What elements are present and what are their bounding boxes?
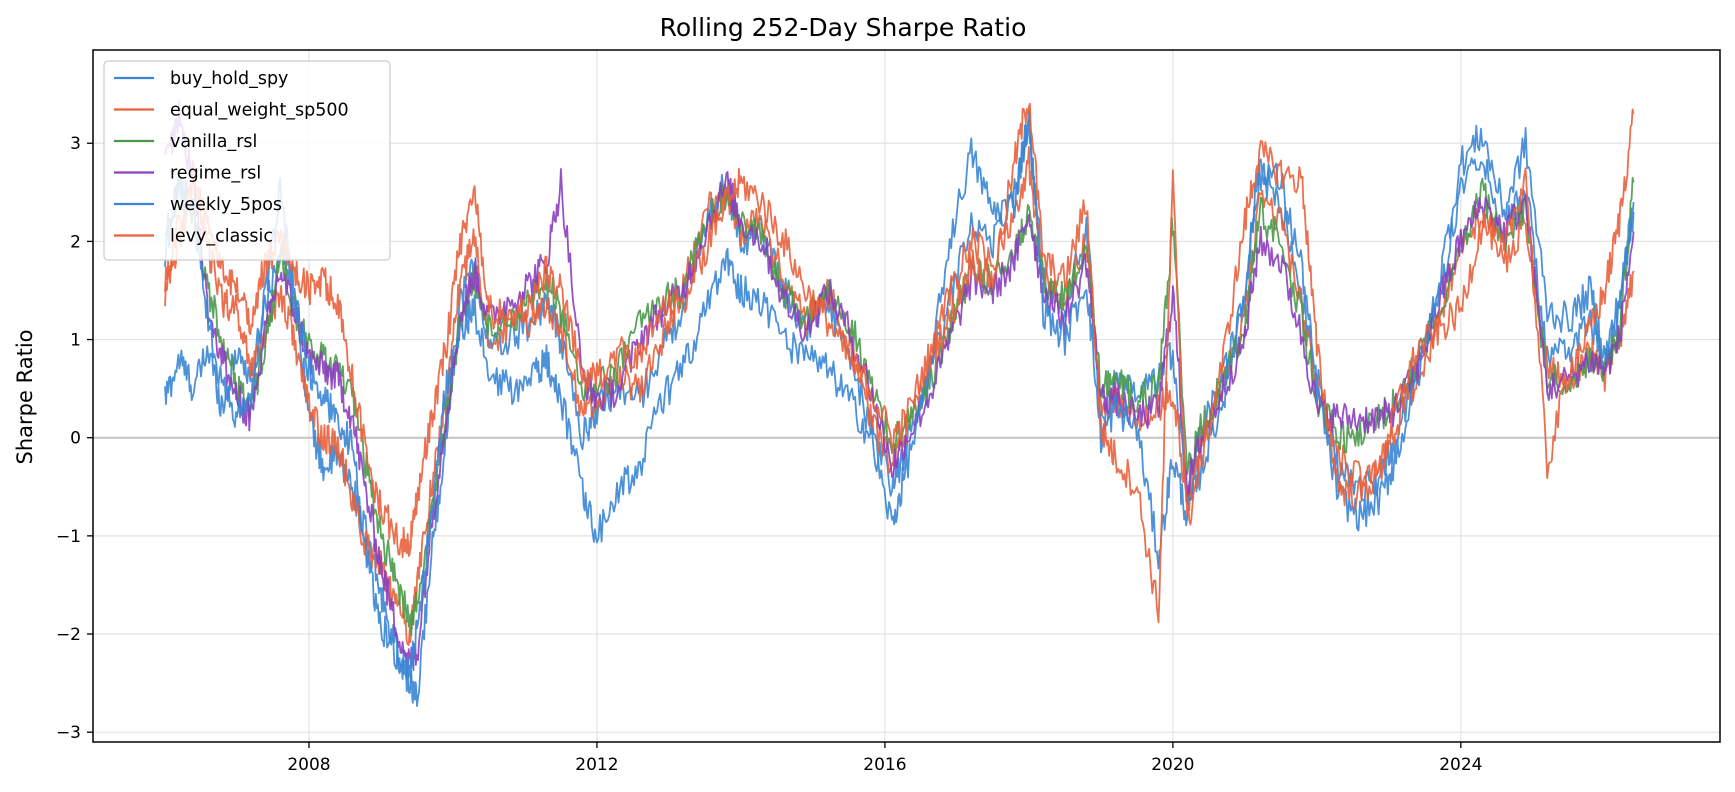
y-tick-label-0: 0 (70, 429, 81, 449)
y-tick-label--3: −3 (56, 723, 81, 743)
x-tick-label-2012: 2012 (575, 755, 618, 775)
legend-label-equal_weight_sp500: equal_weight_sp500 (170, 101, 349, 121)
series-layer (164, 100, 1635, 707)
legend-label-levy_classic: levy_classic (170, 227, 273, 247)
plot-frame (92, 49, 1721, 743)
legend-label-weekly_5pos: weekly_5pos (170, 195, 282, 215)
legend-box (103, 60, 391, 261)
y-tick-label-3: 3 (70, 134, 81, 154)
series-line-regime_rsl (164, 100, 1635, 670)
x-tick-label-2008: 2008 (287, 755, 330, 775)
x-tick-label-2024: 2024 (1439, 755, 1482, 775)
x-tick-label-2020: 2020 (1151, 755, 1194, 775)
legend-label-vanilla_rsl: vanilla_rsl (170, 132, 257, 152)
y-tick-label-2: 2 (70, 232, 81, 252)
legend: buy_hold_spy equal_weight_sp500 vanilla_rs… (103, 60, 391, 261)
y-tick-label--2: −2 (56, 625, 81, 645)
y-tick-label-1: 1 (70, 331, 81, 351)
legend-label-regime_rsl: regime_rsl (170, 164, 261, 184)
axes-layer: 2008 2012 2016 2020 2024 −3 −2 −1 0 1 2 3 (56, 49, 1721, 775)
legend-label-buy_hold_spy: buy_hold_spy (170, 69, 288, 89)
y-axis-title: Sharpe Ratio (13, 330, 37, 465)
chart-title: Rolling 252-Day Sharpe Ratio (660, 13, 1027, 42)
x-tick-label-2016: 2016 (863, 755, 906, 775)
y-tick-label--1: −1 (56, 527, 81, 547)
series-line-equal_weight_sp500 (164, 146, 1635, 646)
series-line-weekly_5pos (164, 109, 1635, 684)
series-line-levy_classic (164, 102, 1635, 624)
